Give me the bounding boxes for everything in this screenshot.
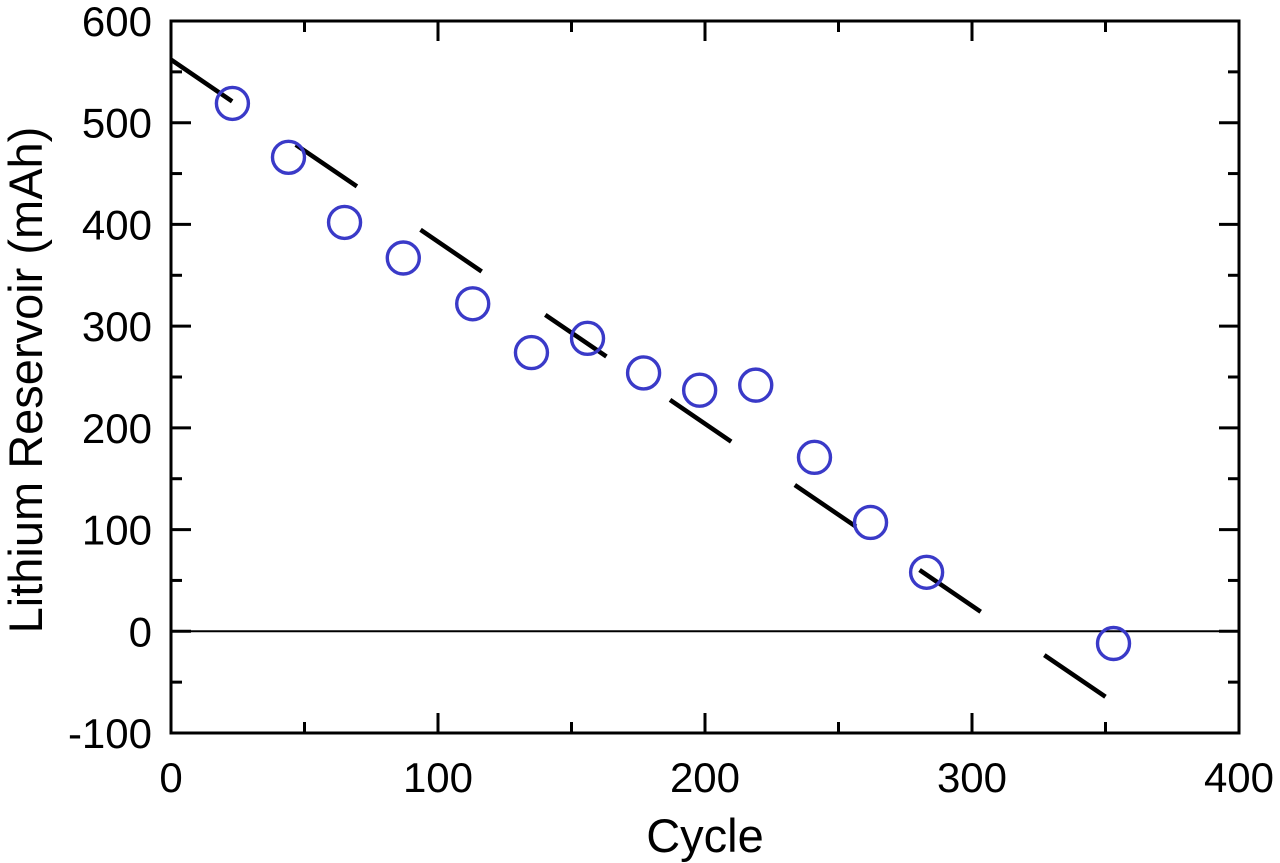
y-tick-label: 0: [129, 608, 152, 655]
data-point: [1095, 625, 1132, 662]
y-tick-label: 200: [82, 405, 152, 452]
x-tick-label: 200: [670, 754, 740, 801]
data-point: [270, 139, 307, 175]
data-point: [326, 204, 363, 241]
data-point: [214, 85, 251, 122]
y-tick-label: 100: [82, 507, 152, 554]
data-point: [385, 240, 421, 276]
y-tick-label: -100: [68, 710, 152, 757]
data-point: [908, 554, 945, 590]
data-point: [852, 504, 889, 541]
y-tick-label: 500: [82, 100, 152, 147]
x-tick-label: 300: [937, 754, 1007, 801]
x-tick-label: 400: [1204, 754, 1274, 801]
y-tick-label: 600: [82, 0, 152, 45]
x-axis-title: Cycle: [646, 809, 764, 862]
trend-dashed-line: [169, 57, 1113, 703]
data-point: [569, 320, 606, 357]
data-point: [625, 355, 662, 391]
x-tick-label: 0: [159, 754, 182, 801]
x-tick-label: 100: [403, 754, 473, 801]
data-point: [455, 286, 491, 322]
y-tick-label: 300: [82, 303, 152, 350]
data-point: [738, 367, 774, 403]
data-point: [796, 439, 833, 476]
data-point: [681, 372, 718, 408]
plot-frame: [169, 19, 1241, 735]
y-axis-title: Lithium Reservoir (mAh): [0, 127, 52, 634]
data-point: [513, 334, 550, 371]
y-tick-label: 400: [82, 201, 152, 248]
